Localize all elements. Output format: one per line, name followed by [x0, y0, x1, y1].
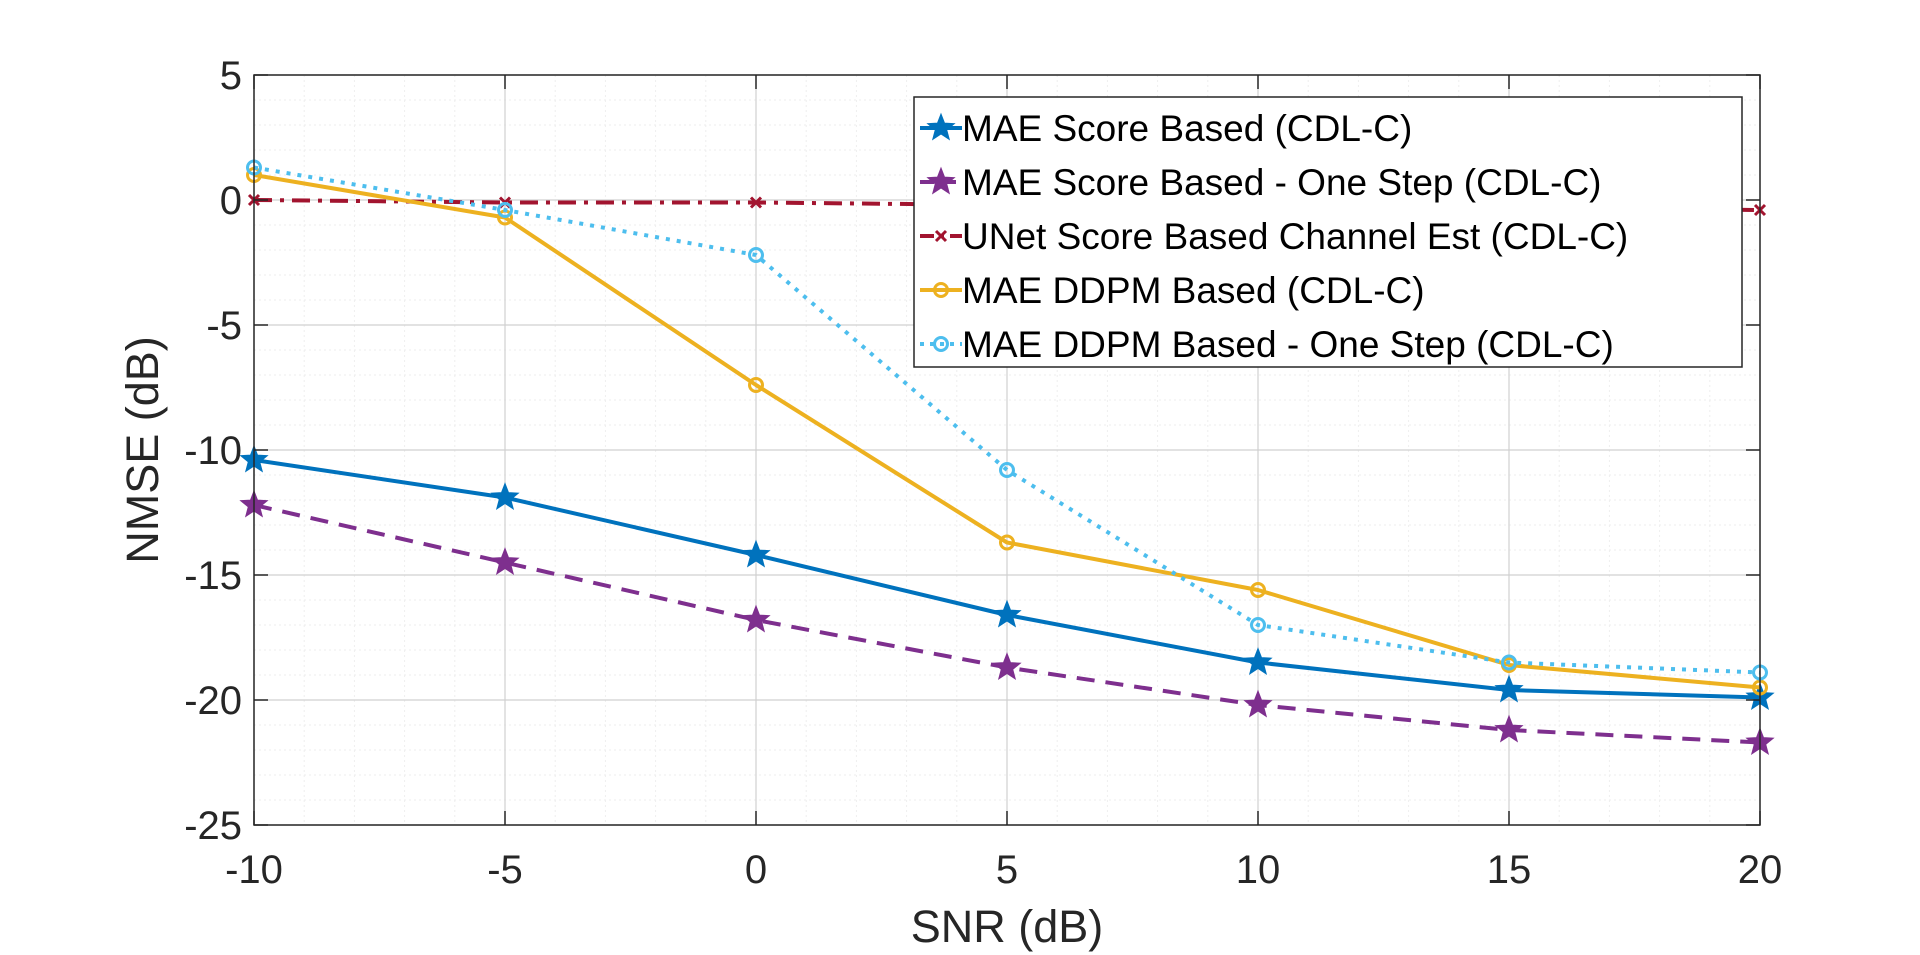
circle-marker: [999, 534, 1015, 551]
star-marker: [992, 599, 1022, 628]
legend-entry-5: MAE DDPM Based - One Step (CDL-C): [920, 324, 1614, 365]
circle-marker: [1250, 582, 1266, 598]
y-tick-label: -20: [184, 679, 242, 723]
star-marker: [741, 604, 771, 633]
circle-marker: [1501, 654, 1517, 671]
x-tick-label: 20: [1738, 848, 1783, 892]
star-marker: [1243, 647, 1273, 675]
y-tick-label: -5: [206, 304, 242, 348]
circle-marker: [497, 202, 513, 218]
y-tick-label: -10: [184, 429, 242, 473]
legend-box: [913, 96, 1743, 368]
legend-entry-2: MAE Score Based - One Step (CDL-C): [920, 162, 1602, 203]
star-marker: [1494, 714, 1524, 743]
circle-marker: [933, 336, 949, 352]
legend-entry-1: MAE Score Based (CDL-C): [920, 108, 1412, 149]
circle-marker: [933, 282, 949, 298]
circle-marker: [748, 247, 764, 263]
y-tick-label: -15: [184, 554, 242, 598]
legend-label: UNet Score Based Channel Est (CDL-C): [962, 216, 1628, 257]
x-marker: [749, 196, 763, 209]
legend-label: MAE Score Based - One Step (CDL-C): [962, 162, 1602, 203]
y-tick-label: 5: [220, 54, 242, 98]
x-axis-label: SNR (dB): [911, 901, 1104, 952]
legend-entry-4: MAE DDPM Based (CDL-C): [920, 270, 1425, 311]
legend-label: MAE DDPM Based (CDL-C): [962, 270, 1425, 311]
x-tick-label: 5: [996, 848, 1018, 892]
legend-entry-3: UNet Score Based Channel Est (CDL-C): [920, 216, 1628, 257]
y-axis-label: NMSE (dB): [117, 336, 168, 564]
star-marker: [741, 539, 771, 568]
x-tick-label: 0: [745, 848, 767, 892]
x-tick-label: 15: [1487, 848, 1532, 892]
star-marker: [926, 112, 956, 141]
x-marker: [934, 229, 948, 243]
y-tick-label: 0: [220, 179, 242, 223]
x-tick-label: 10: [1236, 848, 1281, 892]
circle-marker: [999, 462, 1015, 478]
legend: MAE Score Based (CDL-C) MAE Score Based -…: [913, 96, 1743, 368]
star-marker: [490, 482, 520, 510]
legend-label: MAE Score Based (CDL-C): [962, 108, 1412, 149]
star-marker: [490, 547, 520, 575]
ticks-layer: -10 -5 0 5 10 15 20 5 0 -5 -10 -15 -20 -25: [184, 54, 1782, 892]
legend-label: MAE DDPM Based - One Step (CDL-C): [962, 324, 1614, 365]
star-marker: [1243, 689, 1273, 718]
series-line: [253, 165, 1761, 675]
x-tick-label: -10: [225, 848, 283, 892]
star-marker: [992, 652, 1022, 680]
star-marker: [926, 166, 956, 195]
x-tick-label: -5: [487, 848, 523, 892]
star-marker: [1494, 674, 1524, 703]
circle-marker: [748, 377, 764, 393]
circle-marker: [1250, 617, 1266, 633]
y-tick-label: -25: [184, 804, 242, 848]
